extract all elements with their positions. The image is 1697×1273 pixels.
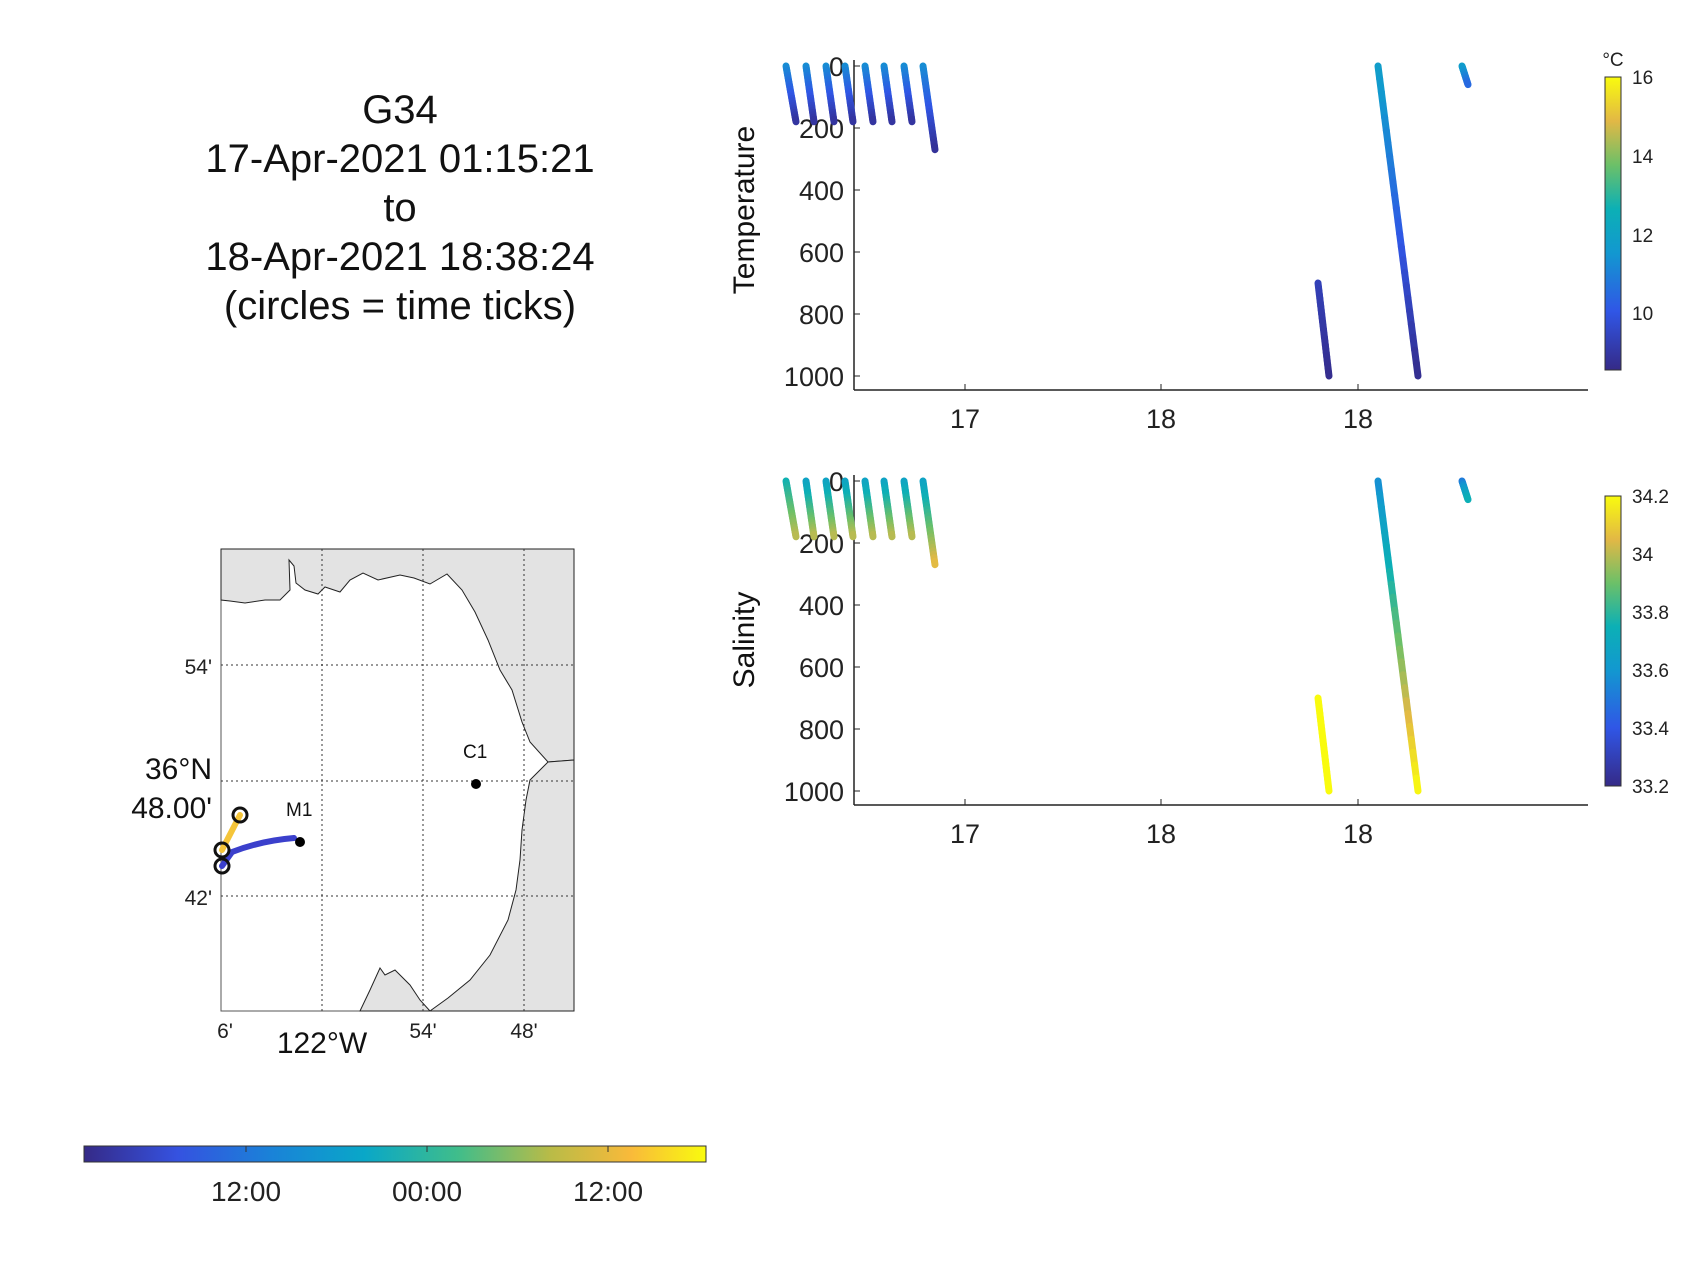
- title-start-time: 17-Apr-2021 01:15:21: [205, 137, 595, 181]
- time-colorbar: 12:00 00:00 12:00: [83, 1145, 707, 1207]
- sal-profile: [782, 477, 800, 541]
- sal-cb-tick-33-4: 33.4: [1632, 719, 1669, 740]
- sal-ytick-label: 1000: [784, 777, 844, 807]
- station-m1-label: M1: [286, 800, 312, 821]
- sal-cb-tick-34: 34: [1632, 545, 1654, 566]
- lon-tick-6: 6': [217, 1020, 233, 1043]
- sal-colorbar: [1604, 495, 1622, 787]
- temp-cb-tick-10: 10: [1632, 304, 1653, 325]
- figure-title: G34 17-Apr-2021 01:15:21 to 18-Apr-2021 …: [130, 86, 670, 331]
- temp-profile: [919, 62, 939, 154]
- sal-profile: [861, 477, 877, 541]
- temp-profile: [841, 62, 857, 126]
- title-note: (circles = time ticks): [223, 284, 577, 328]
- sal-cb-tick-33-6: 33.6: [1632, 661, 1669, 682]
- sal-profile: [1374, 477, 1422, 795]
- temp-ytick-label: 0: [829, 52, 844, 82]
- temp-colorbar: [1604, 76, 1622, 371]
- title-end-time: 18-Apr-2021 18:38:24: [205, 235, 595, 279]
- lon-main: 122°W: [277, 1027, 368, 1060]
- time-tick-label-3: 12:00: [573, 1176, 643, 1207]
- lat-tick-54: 54': [185, 656, 212, 679]
- sal-xtick-label: 18: [1343, 819, 1373, 849]
- sal-cb-tick-33-2: 33.2: [1632, 777, 1669, 798]
- lon-tick-54: 54': [409, 1020, 436, 1043]
- land-east: [428, 759, 575, 1012]
- sal-ytick-label: 0: [829, 467, 844, 497]
- temp-profile: [1458, 62, 1472, 89]
- time-tick-label-1: 12:00: [211, 1176, 281, 1207]
- sal-ytick-label: 600: [799, 653, 844, 683]
- temp-ytick-label: 800: [799, 300, 844, 330]
- temp-xtick-label: 18: [1343, 404, 1373, 434]
- salinity-ylabel: Salinity: [728, 592, 761, 689]
- temperature-ylabel: Temperature: [728, 126, 761, 294]
- sal-profile-segment: [931, 557, 939, 569]
- sal-profile: [822, 477, 838, 541]
- sal-profile: [802, 477, 818, 541]
- temp-profile: [1374, 62, 1422, 380]
- sal-profile-segment: [1412, 774, 1422, 795]
- temp-profile: [802, 62, 818, 126]
- temp-colorbar-unit: °C: [1602, 50, 1623, 71]
- land-north: [220, 548, 575, 763]
- temp-profile: [900, 62, 916, 126]
- sal-profile: [900, 477, 916, 541]
- lon-tick-48: 48': [510, 1020, 537, 1043]
- temp-ytick-label: 400: [799, 176, 844, 206]
- sal-profile: [1458, 477, 1472, 504]
- temp-xtick-label: 18: [1146, 404, 1176, 434]
- sal-profile: [1314, 694, 1333, 795]
- temp-cb-tick-14: 14: [1632, 147, 1654, 168]
- temp-cb-tick-12: 12: [1632, 226, 1653, 247]
- temp-ytick-label: 1000: [784, 362, 844, 392]
- temp-profile-segment: [931, 142, 939, 154]
- temp-profile: [1314, 279, 1333, 380]
- glider-track-early: [219, 835, 297, 869]
- sal-cb-tick-33-8: 33.8: [1632, 603, 1669, 624]
- time-colorbar-gradient: [83, 1145, 707, 1163]
- temp-xtick-label: 17: [950, 404, 980, 434]
- station-m1-marker: [295, 837, 305, 847]
- sal-cb-tick-34-2: 34.2: [1632, 487, 1669, 508]
- station-c1-label: C1: [463, 742, 487, 763]
- temp-profile: [822, 62, 838, 126]
- temp-cb-tick-16: 16: [1632, 68, 1653, 89]
- track-map: M1 C1 54' 42' 36°N 48.00' 6' 54' 48' 122…: [131, 548, 575, 1060]
- title-to: to: [383, 186, 417, 230]
- temp-profile: [782, 62, 800, 126]
- sal-profile: [880, 477, 896, 541]
- land-south: [359, 967, 432, 1012]
- station-c1-marker: [471, 779, 481, 789]
- lat-main-min: 48.00': [131, 792, 212, 825]
- lat-tick-42: 42': [185, 887, 212, 910]
- salinity-section-plot: Salinity 0 200 400 600 800 1000 17 18 18 34.2 3…: [728, 467, 1669, 849]
- temp-profile: [861, 62, 877, 126]
- sal-xtick-label: 17: [950, 819, 980, 849]
- time-tick-label-2: 00:00: [392, 1176, 462, 1207]
- lat-main-deg: 36°N: [145, 753, 212, 786]
- time-tick-circles: [213, 806, 249, 875]
- sal-ytick-label: 200: [799, 529, 844, 559]
- title-glider-id: G34: [362, 88, 438, 132]
- temp-profile-segment: [1412, 359, 1422, 380]
- temp-ytick-label: 600: [799, 238, 844, 268]
- sal-profile: [919, 477, 939, 569]
- temp-profile: [880, 62, 896, 126]
- map-grid: [221, 549, 574, 1011]
- sal-xtick-label: 18: [1146, 819, 1176, 849]
- sal-profile: [841, 477, 857, 541]
- sal-ytick-label: 800: [799, 715, 844, 745]
- sal-ytick-label: 400: [799, 591, 844, 621]
- temp-ytick-label: 200: [799, 114, 844, 144]
